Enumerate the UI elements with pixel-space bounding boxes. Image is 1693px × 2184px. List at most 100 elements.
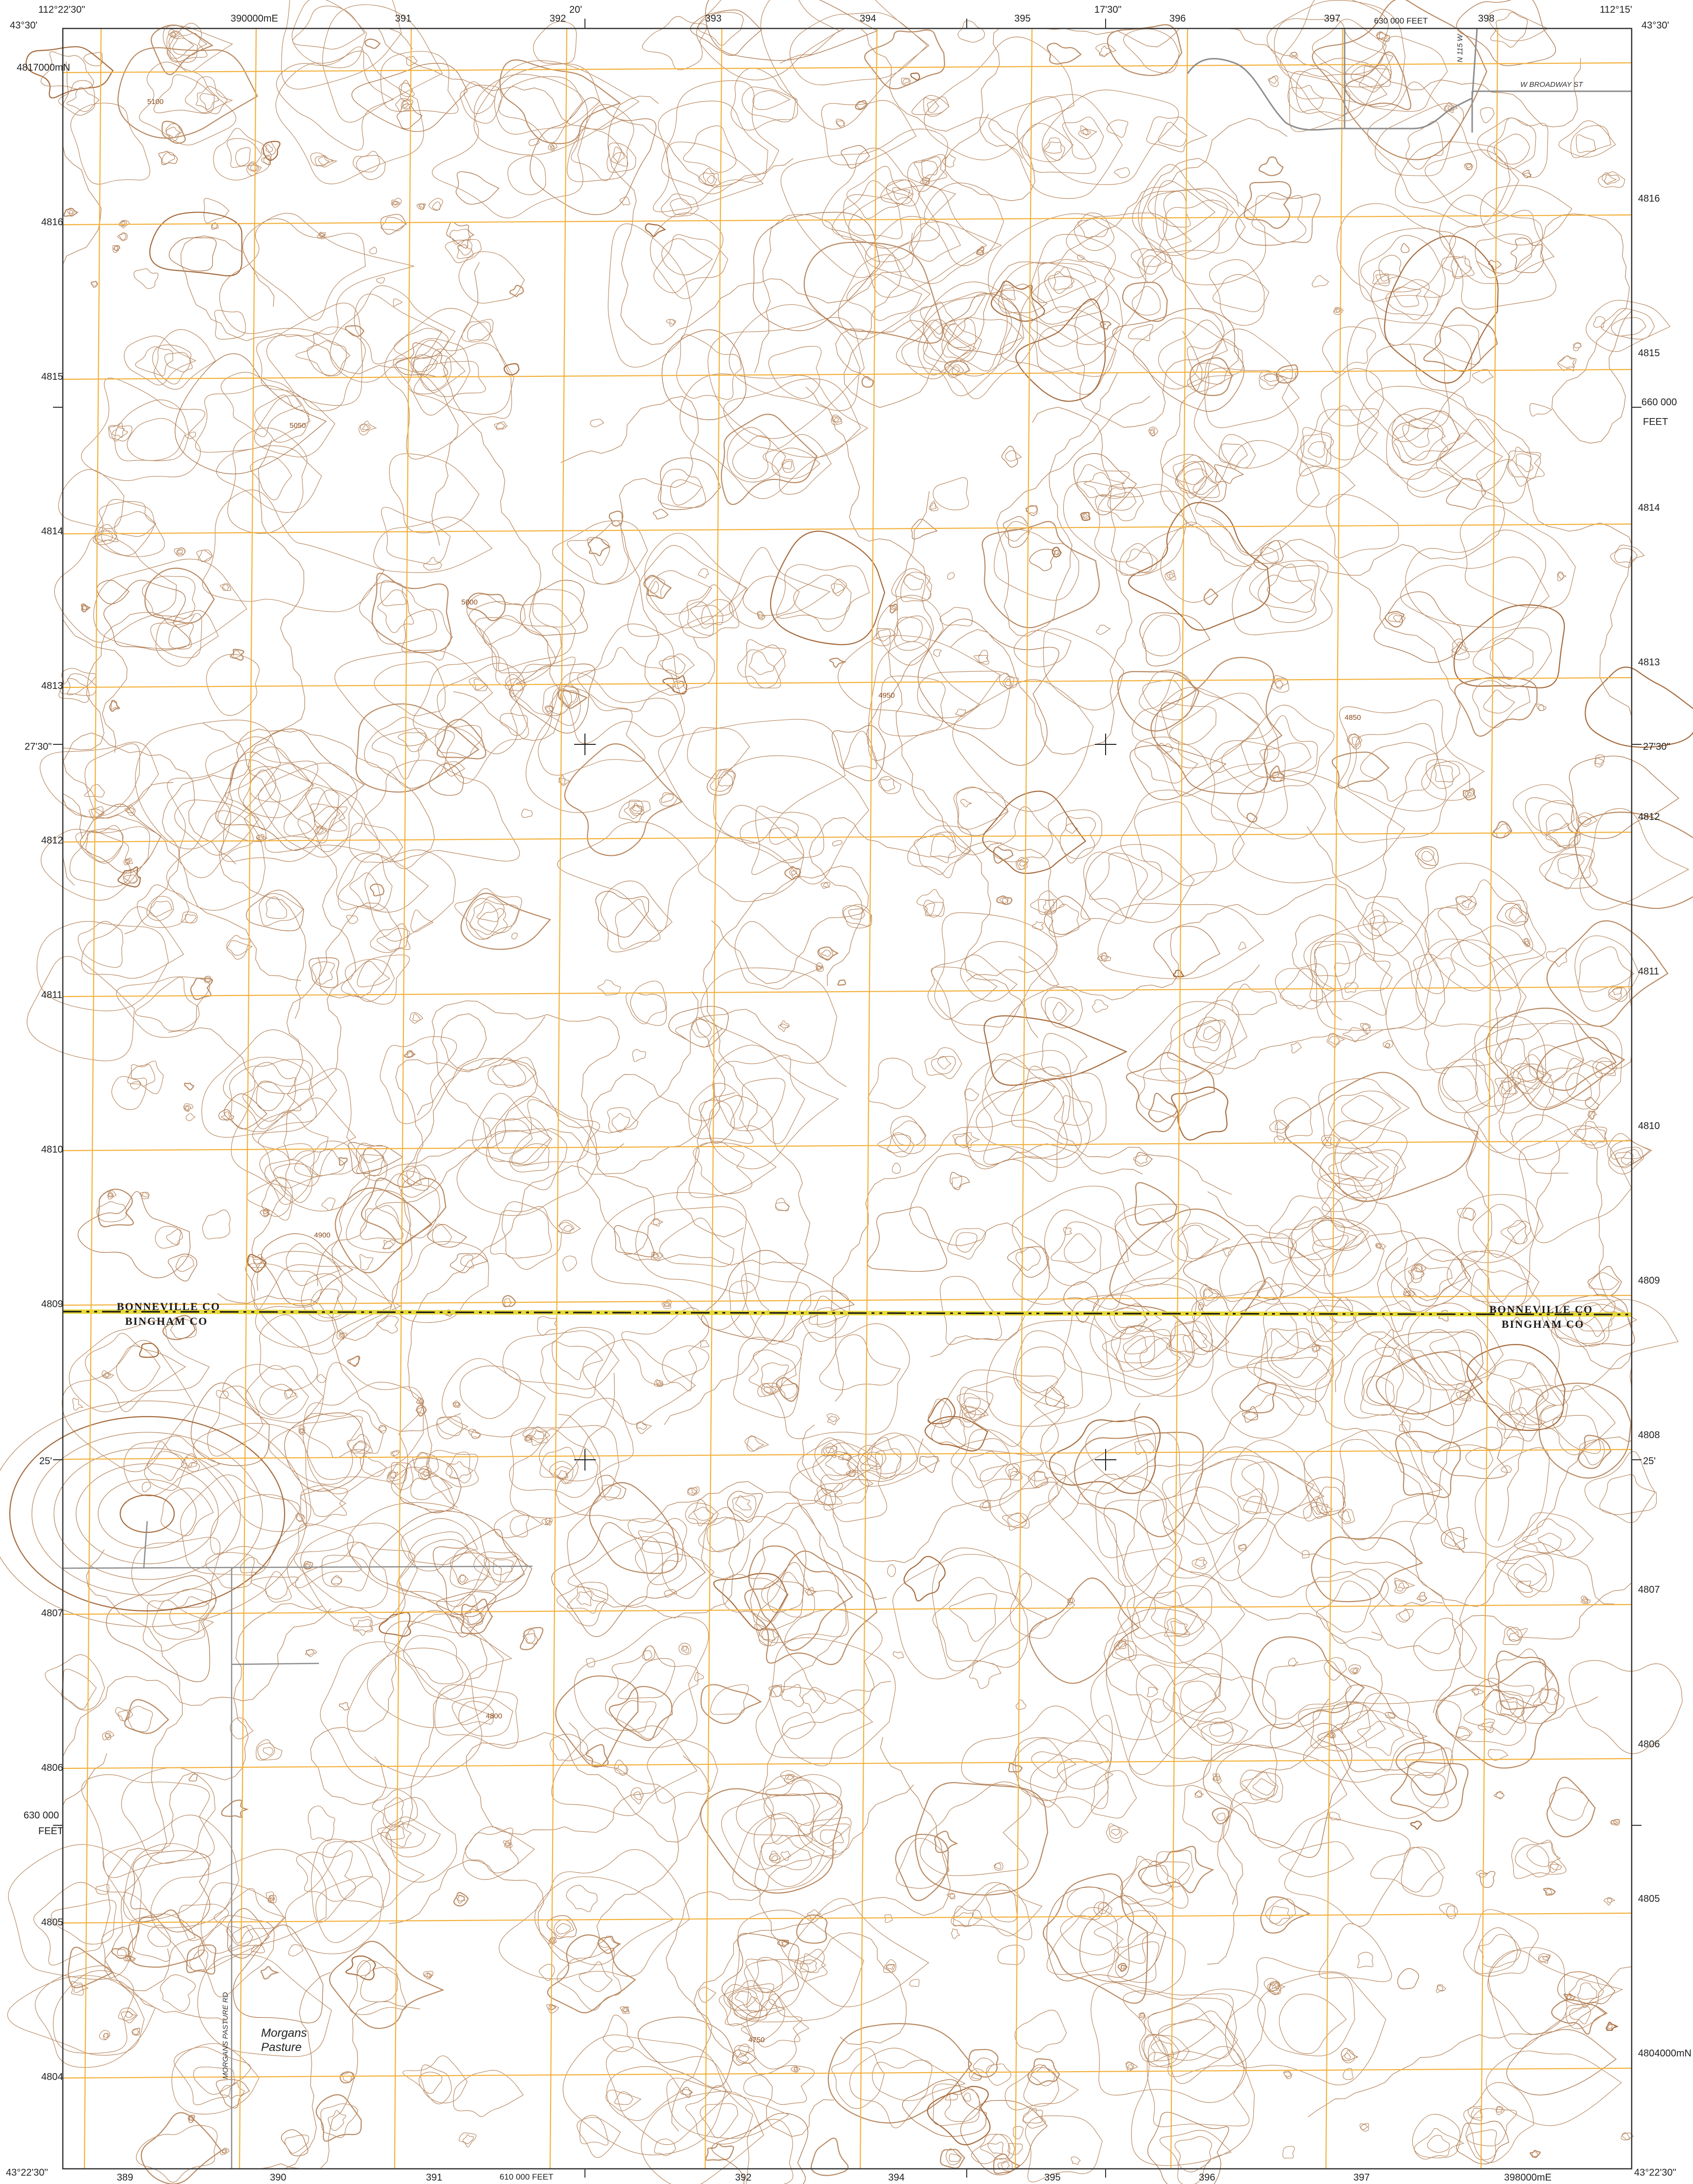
contour-line [919,1456,939,1473]
contour-line [428,198,443,211]
road-label-morgans-pasture-rd: MORGANS PASTURE RD [221,1992,230,2079]
contour-line [1163,1653,1251,1723]
contour-line [685,1502,719,1524]
contour-line [1496,1698,1525,1717]
utm-northing-line [62,1448,1632,1460]
contour-line [1097,903,1264,979]
contour-line [1472,680,1531,728]
contour-line [693,1506,711,1521]
contour-line [1007,2143,1023,2155]
contour-line [681,1645,689,1654]
contour-line [687,1487,698,1495]
contour-line [1546,1777,1596,1838]
contour-line [363,1147,385,1163]
contour-line [1495,1791,1505,1799]
contour-line [416,203,426,210]
contour-line [933,649,942,657]
contour-line [1392,410,1460,466]
contour-line [1066,212,1192,278]
easting-top-397: 397 [1324,13,1341,24]
contour-line [1312,1344,1321,1353]
contour-line [1487,1947,1567,2035]
contour-line [321,1197,336,1211]
contour-line [1326,1732,1336,1738]
contour-line [460,1255,474,1268]
contour-line [741,1273,812,1345]
contour-line [86,1549,228,2023]
contour-line [498,76,583,143]
contour-line [1060,1915,1124,1955]
contour-line [1438,1310,1449,1322]
contour-line [671,1737,951,2132]
contour-line [986,2063,1011,2086]
contour-line [1357,1952,1374,1968]
contour-line [566,1885,598,1912]
contour-line [287,1523,362,1588]
northing-right-4810: 4810 [1638,1121,1660,1131]
contour-line [1040,1385,1464,1553]
contour-line [771,1323,910,1439]
contour-line [980,2133,1010,2159]
county-boundary-line [62,1311,1632,1316]
contour-line [260,1966,280,1980]
contour-line [957,20,985,43]
contour-line [216,1390,229,1399]
contour-line [1239,1382,1277,1414]
contour-line [1581,1595,1591,1604]
contour-line [961,1706,1109,1808]
contour-line [1232,770,1405,883]
contour-line [1005,678,1012,686]
contour-line [843,904,872,929]
contour-line [1410,1820,1423,1830]
contour-line [1401,243,1410,253]
contour-line [1298,1702,1386,1752]
northing-right-4807: 4807 [1638,1584,1660,1595]
contour-line [1517,1066,1538,1083]
utm-northing-line [62,831,1632,843]
contour-line [352,1442,367,1452]
contour-line [789,867,801,879]
contour-line [1044,1210,1129,1286]
contour-line [1023,2067,1059,2107]
contour-line [927,967,998,1020]
contour-line [443,262,564,741]
contour-line [1130,745,1227,800]
contour-line [206,654,260,716]
contour-line [1533,1687,1564,1713]
contour-line [1083,129,1088,135]
contour-line [842,905,873,927]
contour-line [718,1980,764,2026]
contour-line [805,387,1002,856]
tick-label-right-25: 25' [1643,1456,1656,1467]
contour-line [1191,1283,1337,1358]
contour-line [720,414,818,505]
contour-line [400,1518,478,1572]
contour-line [1614,548,1638,563]
contour-line [564,743,683,856]
contour-line [67,208,75,216]
contour-line [369,1511,525,1617]
contour-line [273,1163,319,1188]
contour-line [353,1619,373,1632]
contour-line [775,1202,790,1211]
contour-line [357,1960,371,1976]
contour-line [123,1435,220,1497]
contour-line [1005,521,1032,542]
county-label-bingham-left: BINGHAM CO [125,1315,208,1327]
contour-line [1538,800,1575,836]
contour-line [987,2141,1004,2154]
contour-line [1454,676,1538,737]
contour-line [700,1340,710,1347]
contour-line [1434,765,1454,783]
contour-line [364,38,381,49]
contour-line [1074,1431,1204,1537]
contour-line [1351,737,1360,746]
contour-line [185,1105,189,1110]
contour-line [1523,172,1532,179]
contour-line [132,2027,140,2036]
contour-line [114,511,157,537]
contour-line [985,1890,1018,1922]
contour-line [475,617,562,686]
contour-line [350,1616,373,1636]
contour-line [329,1941,445,2029]
